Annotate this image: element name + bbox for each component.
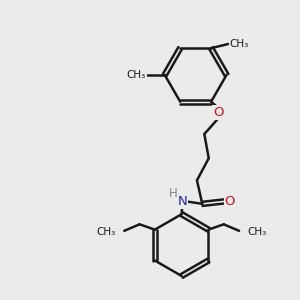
- Text: CH₃: CH₃: [230, 39, 249, 49]
- Text: CH₃: CH₃: [247, 227, 266, 237]
- Text: CH₃: CH₃: [127, 70, 146, 80]
- Text: N: N: [177, 195, 187, 208]
- Text: O: O: [213, 106, 224, 119]
- Text: O: O: [225, 195, 235, 208]
- Text: CH₃: CH₃: [97, 227, 116, 237]
- Text: H: H: [168, 188, 177, 200]
